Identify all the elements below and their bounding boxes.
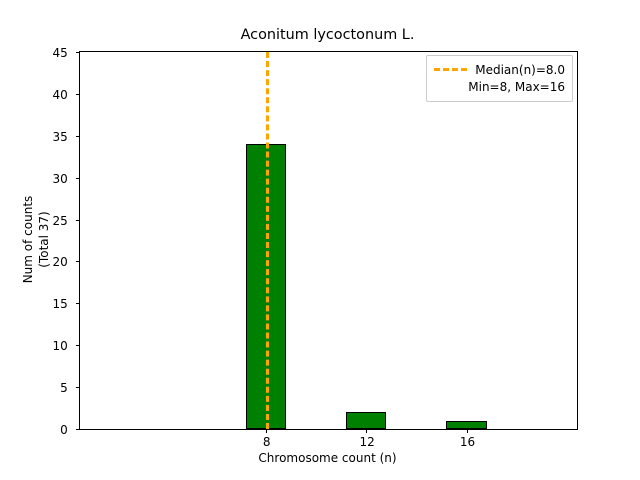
x-axis-tick: 12 xyxy=(360,429,375,449)
y-axis-tick: 45 xyxy=(53,46,80,60)
y-axis-tick: 5 xyxy=(60,381,80,395)
y-axis-tick-label: 45 xyxy=(52,46,68,60)
y-axis-label: Num of counts (Total 37) xyxy=(20,51,54,428)
y-axis-tick: 30 xyxy=(53,172,80,186)
y-axis-label-line1: Num of counts xyxy=(21,195,35,284)
y-axis-tick-label: 0 xyxy=(60,423,68,437)
y-axis-tick-label: 30 xyxy=(52,171,68,186)
x-axis-label: Chromosome count (n) xyxy=(258,451,397,465)
bar xyxy=(446,420,487,429)
y-axis-tick: 0 xyxy=(60,423,80,437)
chart-legend: Median(n)=8.0 Min=8, Max=16 xyxy=(426,55,573,102)
plot-inner xyxy=(80,52,577,429)
y-axis-label-line2: (Total 37) xyxy=(37,211,51,268)
y-axis-tick-label: 15 xyxy=(52,297,68,312)
x-axis-tick-label: 12 xyxy=(359,435,375,449)
y-axis-tick-label: 10 xyxy=(52,339,68,354)
legend-entry-minmax: Min=8, Max=16 xyxy=(434,78,565,95)
y-axis-tick: 10 xyxy=(53,339,80,353)
legend-label-minmax: Min=8, Max=16 xyxy=(468,79,565,94)
y-axis-tick-label: 40 xyxy=(52,87,68,102)
y-axis-tick: 15 xyxy=(53,297,80,311)
y-axis-tick-label: 25 xyxy=(52,213,68,228)
y-axis-tick-label: 5 xyxy=(60,381,68,396)
y-axis-tick: 20 xyxy=(53,255,80,269)
plot-area: Median(n)=8.0 Min=8, Max=16 0 5 10 15 20 25 30… xyxy=(53,46,578,449)
chart-title: Aconitum lycoctonum L. xyxy=(240,27,415,43)
legend-dash-icon xyxy=(434,68,468,71)
median-line xyxy=(265,52,269,429)
x-axis-tick-label: 8 xyxy=(262,435,271,449)
legend-label-median: Median(n)=8.0 xyxy=(475,62,565,77)
y-axis-tick-label: 20 xyxy=(52,255,68,270)
x-axis-tick-label: 16 xyxy=(459,435,476,449)
y-axis-tick-label: 35 xyxy=(52,129,68,144)
y-axis-tick: 40 xyxy=(53,88,80,102)
y-axis-tick: 25 xyxy=(53,214,80,228)
legend-entry-median: Median(n)=8.0 xyxy=(434,61,565,78)
x-axis-tick: 16 xyxy=(460,429,475,449)
x-axis-tick: 8 xyxy=(263,429,271,449)
bar xyxy=(346,412,387,429)
y-axis-tick: 35 xyxy=(53,130,80,144)
